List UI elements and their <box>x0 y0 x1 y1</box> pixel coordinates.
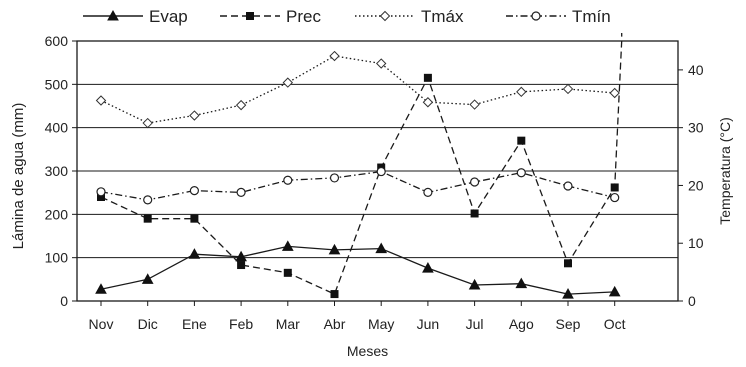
data-point-tm-n-4 <box>283 175 293 185</box>
data-point-tm-n-9 <box>516 168 526 178</box>
data-point-tm-x-5 <box>329 50 340 62</box>
data-point-prec-11 <box>610 183 619 192</box>
legend-marker-prec <box>246 12 254 20</box>
data-point-tm-n-10 <box>563 181 573 191</box>
data-point-evap-6 <box>375 242 388 254</box>
y-tick-label-3: 300 <box>45 163 69 179</box>
series-line-prec <box>100 33 623 295</box>
y-tick-label-2: 200 <box>45 206 69 222</box>
y2-tick-label-4: 40 <box>688 62 704 78</box>
data-point-tm-x-10 <box>562 83 574 95</box>
data-point-tm-x-9 <box>516 86 527 98</box>
data-point-tm-n-1 <box>143 195 153 205</box>
data-point-tm-n-8 <box>470 177 480 187</box>
x-tick-label-1: Dic <box>138 316 158 332</box>
x-axis-title: Meses <box>347 343 388 359</box>
data-point-evap-8 <box>468 278 481 290</box>
data-point-prec-0 <box>97 193 105 201</box>
x-tick-label-4: Mar <box>276 316 300 332</box>
data-point-evap-4 <box>281 240 294 251</box>
data-point-tm-x-1 <box>142 117 153 129</box>
x-tick-label-6: May <box>368 316 394 332</box>
y2-tick-label-3: 30 <box>688 120 704 136</box>
y-tick-label-5: 500 <box>45 76 69 92</box>
data-point-evap-0 <box>95 283 107 294</box>
series-line-tm-n <box>100 170 615 201</box>
data-point-prec-10 <box>564 259 572 268</box>
data-point-tm-n-6 <box>376 166 386 177</box>
y2-axis-title: Temperatura (°C) <box>717 117 733 225</box>
data-point-tm-x-11 <box>609 87 620 99</box>
data-point-evap-11 <box>608 285 621 297</box>
legend-label-tm-n: Tmín <box>572 7 611 26</box>
x-tick-label-2: Ene <box>182 316 207 332</box>
data-point-prec-1 <box>143 214 152 223</box>
series-line-evap <box>100 245 615 295</box>
y2-tick-label-2: 20 <box>688 177 704 193</box>
x-tick-label-9: Ago <box>509 316 534 332</box>
y-tick-label-0: 0 <box>60 293 68 309</box>
data-point-tm-x-0 <box>95 95 107 106</box>
legend-marker-tm-x <box>379 10 391 22</box>
data-point-prec-3 <box>237 261 246 270</box>
data-point-prec-8 <box>470 209 479 218</box>
legend-marker-evap <box>107 9 119 21</box>
data-point-tm-n-7 <box>423 187 433 197</box>
data-point-tm-n-11 <box>610 192 620 203</box>
y-axis-title: Lámina de agua (mm) <box>10 103 27 250</box>
data-point-prec-4 <box>283 268 292 277</box>
x-tick-label-10: Sep <box>556 316 581 332</box>
x-tick-label-7: Jun <box>417 316 440 332</box>
x-tick-label-8: Jul <box>466 316 484 332</box>
data-point-evap-3 <box>235 250 247 262</box>
data-point-evap-10 <box>562 288 574 299</box>
y2-tick-label-0: 0 <box>688 293 696 309</box>
data-point-evap-9 <box>515 277 528 289</box>
data-point-tm-x-8 <box>469 99 480 110</box>
x-tick-label-11: Oct <box>604 316 626 332</box>
data-point-tm-n-2 <box>189 186 199 196</box>
data-point-prec-9 <box>517 136 526 145</box>
data-point-prec-7 <box>423 73 432 82</box>
legend-label-prec: Prec <box>286 7 321 26</box>
data-point-evap-7 <box>422 262 434 273</box>
y-tick-label-1: 100 <box>45 250 69 266</box>
data-point-prec-2 <box>190 214 199 223</box>
data-point-evap-2 <box>188 248 201 259</box>
x-tick-label-0: Nov <box>89 316 114 332</box>
data-point-tm-n-5 <box>329 173 340 183</box>
data-point-tm-x-3 <box>235 99 247 111</box>
legend-label-evap: Evap <box>149 7 188 26</box>
data-point-evap-1 <box>141 273 154 284</box>
y-tick-label-6: 600 <box>45 33 69 49</box>
data-point-evap-5 <box>328 243 341 255</box>
data-point-tm-x-6 <box>375 58 387 69</box>
x-tick-label-5: Abr <box>324 316 346 332</box>
series-line-tm-x <box>100 55 615 124</box>
data-point-tm-n-3 <box>236 187 246 197</box>
data-point-tm-n-0 <box>96 187 106 197</box>
y-tick-label-4: 400 <box>45 120 69 136</box>
data-point-tm-x-4 <box>282 77 294 88</box>
legend-label-tm-x: Tmáx <box>421 7 464 26</box>
y2-tick-label-1: 10 <box>688 235 704 251</box>
x-tick-label-3: Feb <box>229 316 253 332</box>
legend-marker-tm-n <box>531 11 541 21</box>
data-point-tm-x-2 <box>189 110 200 121</box>
data-point-prec-5 <box>330 290 339 299</box>
data-point-tm-x-7 <box>422 97 434 108</box>
